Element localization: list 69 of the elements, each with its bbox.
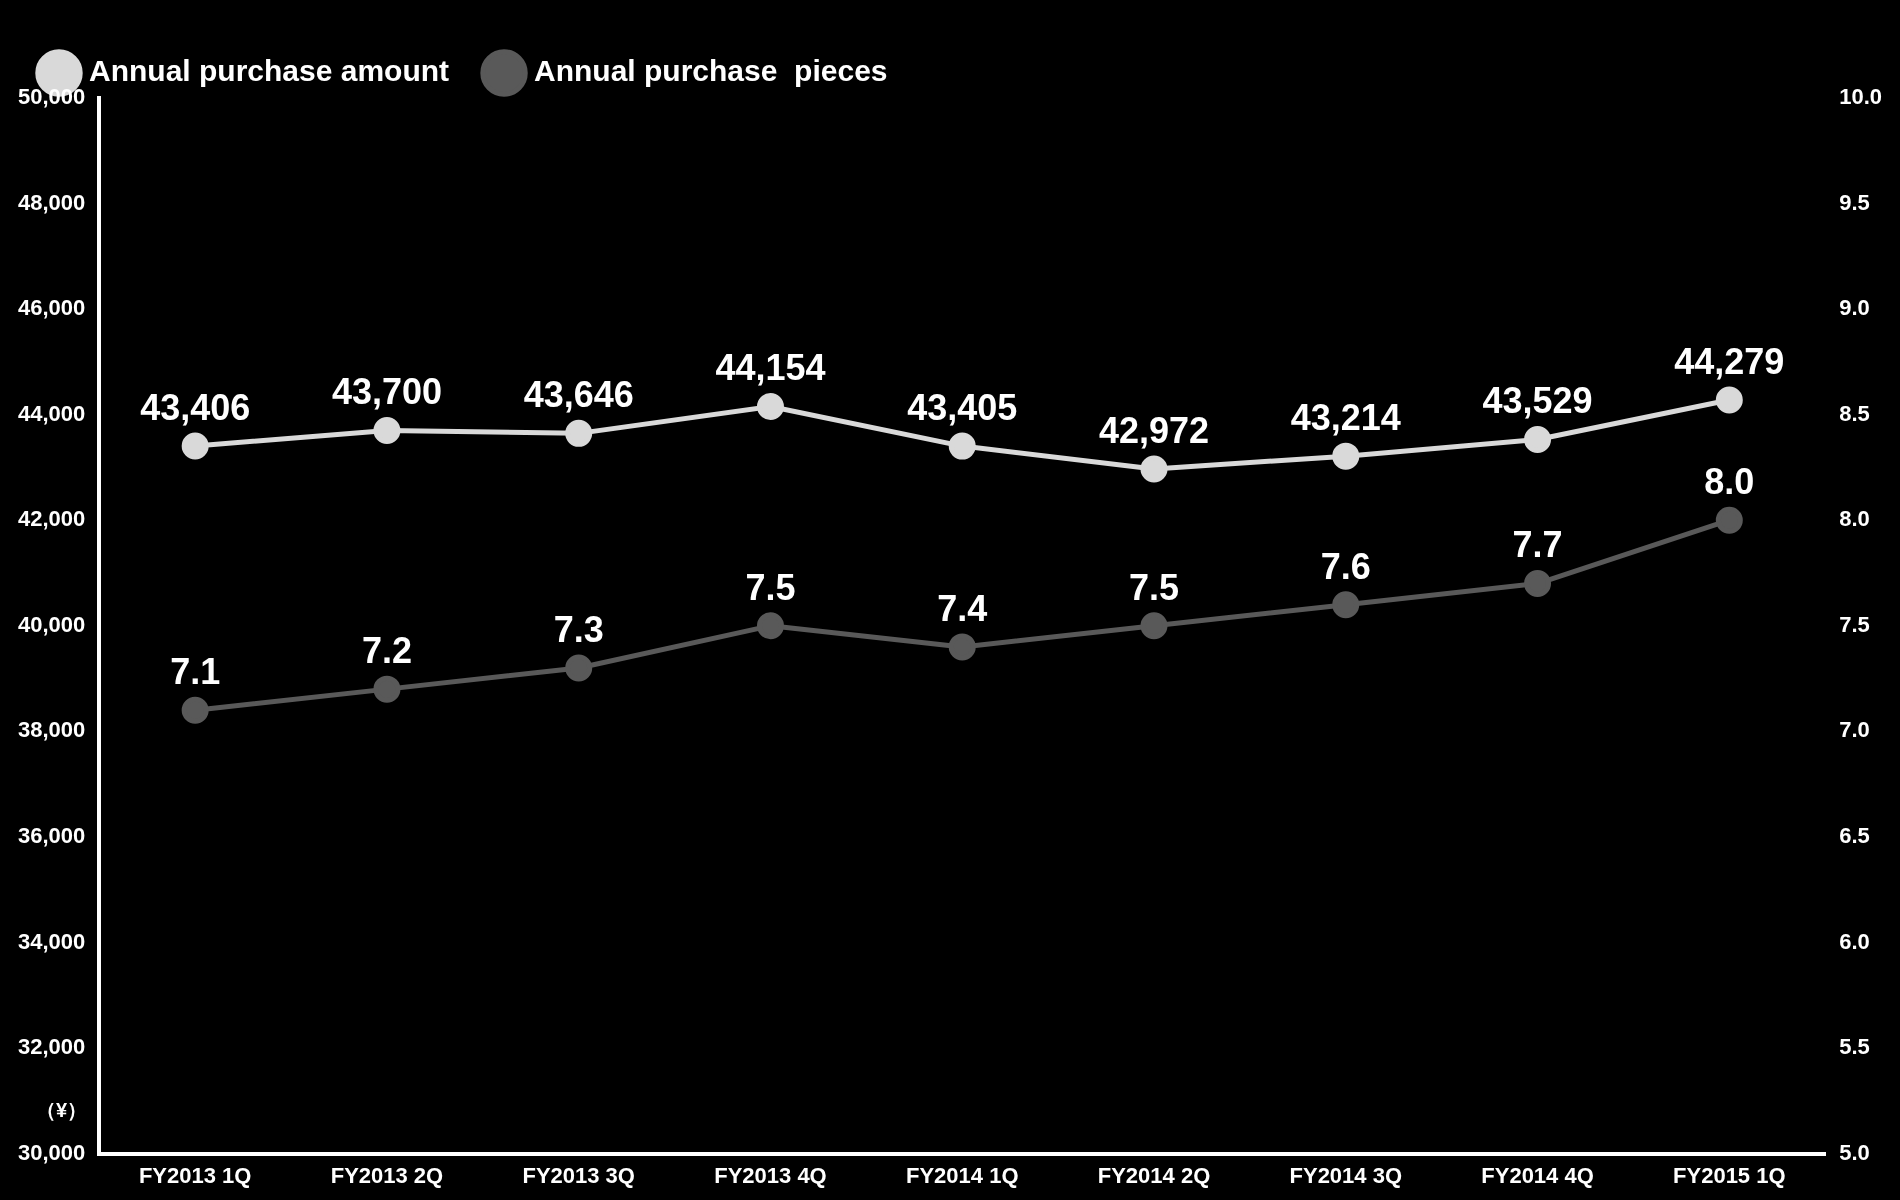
- data-label: 43,529: [1482, 380, 1593, 422]
- data-label: 7.5: [745, 566, 796, 608]
- y2-tick-label: 8.0: [1839, 506, 1870, 532]
- x-tick-label: FY2013 4Q: [714, 1162, 827, 1188]
- point: [1140, 455, 1168, 483]
- data-label: 44,154: [715, 347, 826, 389]
- x-tick-label: FY2013 3Q: [522, 1162, 635, 1188]
- point: [373, 417, 401, 445]
- point: [1140, 612, 1168, 640]
- y2-tick-label: 6.5: [1839, 822, 1870, 848]
- data-label: 7.2: [361, 630, 412, 672]
- point: [948, 432, 976, 460]
- data-label: 7.7: [1512, 524, 1563, 566]
- data-label: 7.5: [1128, 566, 1180, 608]
- point: [1715, 386, 1743, 414]
- x-tick-label: FY2015 1Q: [1673, 1162, 1786, 1188]
- y-tick-label: 34,000: [17, 928, 86, 954]
- legend-label: Annual purchase amount: [89, 54, 450, 88]
- x-tick-label: FY2013 1Q: [138, 1162, 252, 1188]
- point: [1332, 442, 1360, 470]
- y2-tick-label: 5.5: [1839, 1034, 1870, 1060]
- x-tick-label: FY2013 2Q: [330, 1162, 444, 1188]
- point: [1715, 506, 1743, 534]
- point: [948, 633, 976, 661]
- y-tick-label: 44,000: [17, 400, 86, 426]
- y-axis-title: （¥）: [36, 1099, 88, 1122]
- point: [565, 419, 593, 447]
- data-label: 42,972: [1098, 409, 1210, 451]
- y-tick-label: 30,000: [17, 1139, 86, 1165]
- point: [565, 654, 593, 682]
- y-tick-label: 40,000: [17, 611, 86, 637]
- data-label: 7.3: [553, 608, 604, 650]
- point: [756, 612, 784, 640]
- y2-tick-label: 9.0: [1839, 295, 1870, 321]
- point: [1524, 426, 1552, 454]
- x-tick-label: FY2014 4Q: [1481, 1162, 1594, 1188]
- data-label: 43,646: [523, 374, 634, 416]
- y-tick-label: 46,000: [17, 295, 86, 321]
- data-label: 8.0: [1704, 461, 1755, 503]
- y2-tick-label: 8.5: [1839, 400, 1870, 426]
- data-label: 44,279: [1674, 340, 1785, 382]
- point: [756, 393, 784, 421]
- y-tick-label: 32,000: [17, 1034, 86, 1060]
- point: [373, 675, 401, 703]
- y-tick-label: 42,000: [17, 506, 86, 532]
- point: [181, 696, 209, 724]
- data-label: 7.6: [1320, 545, 1371, 587]
- x-tick-label: FY2014 2Q: [1097, 1162, 1211, 1188]
- x-tick-label: FY2014 3Q: [1289, 1162, 1403, 1188]
- y2-tick-label: 10.0: [1839, 84, 1883, 110]
- data-label: 43,405: [907, 387, 1018, 429]
- y-tick-label: 38,000: [17, 717, 86, 743]
- y2-tick-label: 5.0: [1839, 1139, 1870, 1165]
- data-label: 43,406: [140, 386, 251, 428]
- data-label: 7.4: [937, 587, 988, 629]
- legend-label: Annual purchase pieces: [534, 54, 888, 88]
- data-label: 43,214: [1290, 397, 1401, 439]
- data-label: 43,700: [331, 371, 442, 413]
- y-tick-label: 48,000: [17, 189, 86, 215]
- y2-tick-label: 6.0: [1839, 928, 1870, 954]
- y2-tick-label: 7.5: [1839, 611, 1870, 637]
- point: [1524, 570, 1552, 598]
- point: [181, 432, 209, 460]
- data-label: 7.1: [170, 651, 221, 693]
- x-tick-label: FY2014 1Q: [905, 1162, 1019, 1188]
- y-tick-label: 36,000: [17, 822, 86, 848]
- point: [1332, 591, 1360, 619]
- y2-tick-label: 9.5: [1839, 189, 1870, 215]
- y2-tick-label: 7.0: [1839, 717, 1870, 743]
